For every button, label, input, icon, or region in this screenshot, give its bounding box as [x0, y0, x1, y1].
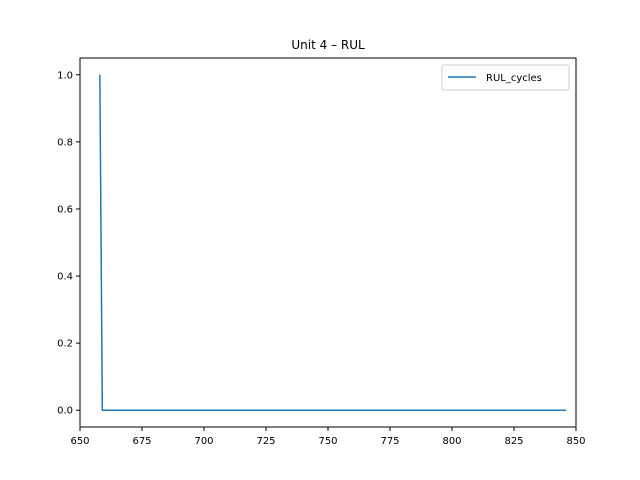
- x-tick-label: 825: [504, 436, 523, 447]
- x-tick-label: 725: [256, 436, 275, 447]
- series-layer: [99, 74, 567, 411]
- x-tick-label: 800: [442, 436, 461, 447]
- plot-frame: [79, 57, 577, 428]
- legend-box: [441, 64, 570, 91]
- y-tick-label: 1.0: [57, 70, 73, 81]
- legend-label-rul-cycles: RUL_cycles: [486, 73, 542, 84]
- x-tick-label: 750: [318, 436, 337, 447]
- y-tick-label: 0.8: [57, 137, 73, 148]
- y-tick-label: 0.4: [57, 272, 73, 283]
- y-tick-label: 0.2: [57, 339, 73, 350]
- x-tick-label: 650: [70, 436, 89, 447]
- x-tick-label: 850: [566, 436, 585, 447]
- chart-title: Unit 4 – RUL: [291, 38, 365, 52]
- series-line-rul-cycles: [99, 74, 567, 411]
- legend: RUL_cycles: [441, 64, 570, 91]
- x-axis: 650 675 700 725 750 775 800 825 850: [70, 427, 586, 447]
- plot-area: [80, 58, 576, 427]
- y-axis: 0.0 0.2 0.4 0.6 0.8 1.0: [57, 70, 80, 417]
- y-tick-label: 0.6: [57, 204, 73, 215]
- x-tick-label: 700: [194, 436, 213, 447]
- y-tick-label: 0.0: [57, 406, 73, 417]
- x-tick-label: 675: [132, 436, 151, 447]
- x-tick-label: 775: [380, 436, 399, 447]
